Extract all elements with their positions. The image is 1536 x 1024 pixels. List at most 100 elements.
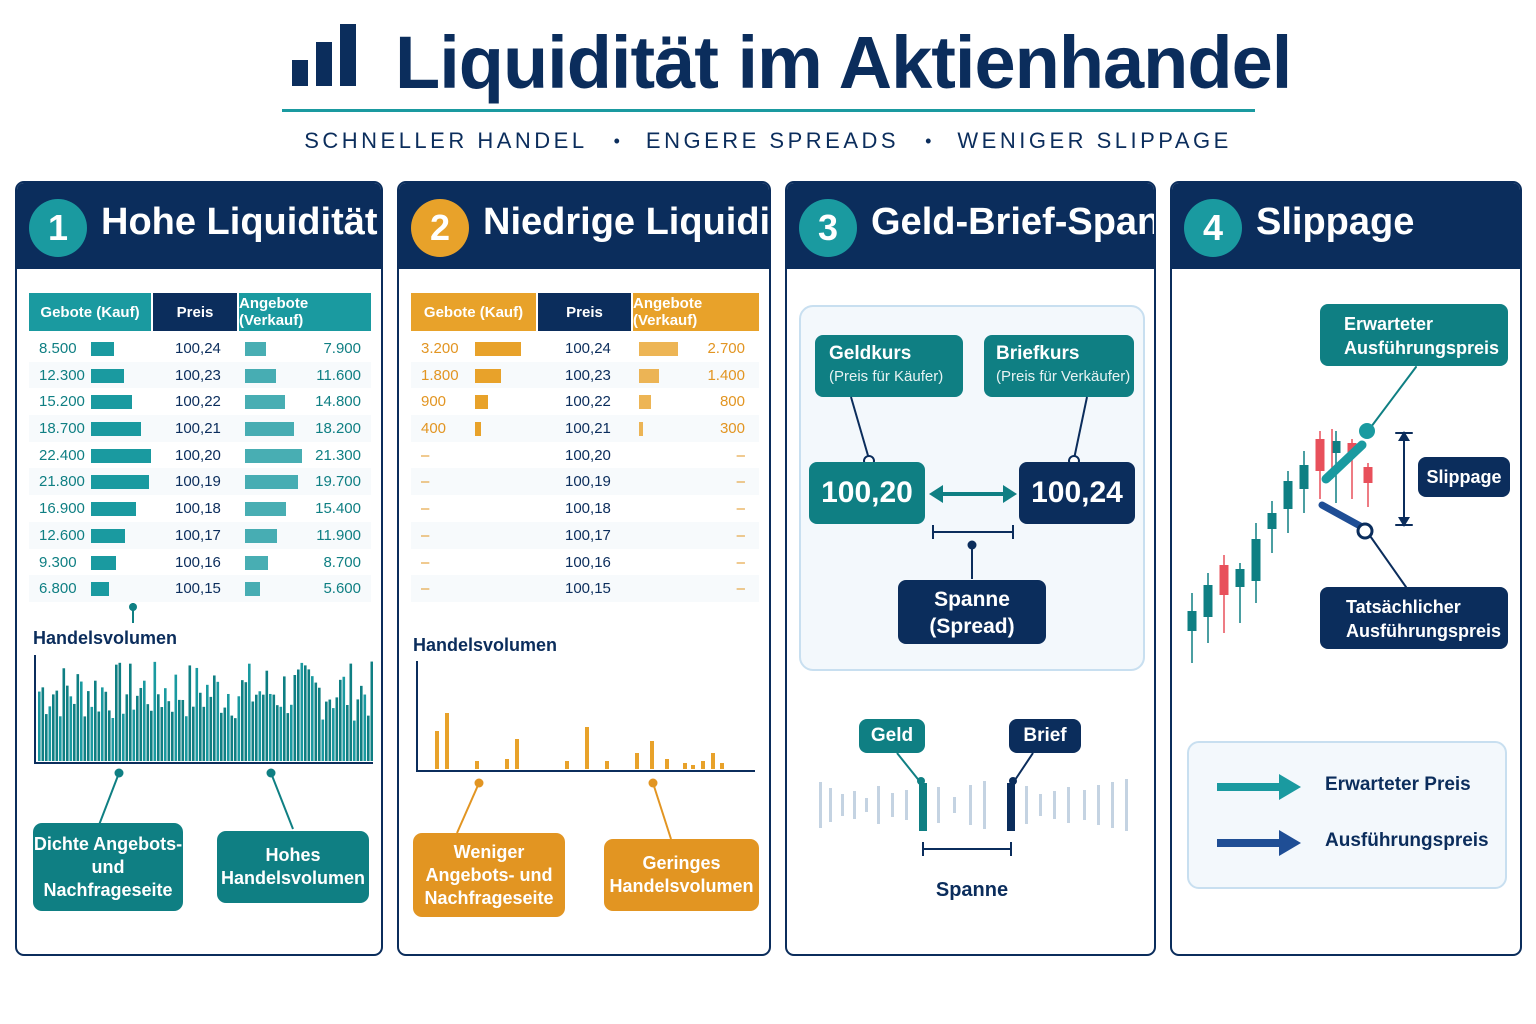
bid-tick	[919, 783, 927, 831]
legend-arrows	[1217, 774, 1301, 856]
callout-high-volume: Hohes Handelsvolumen	[217, 831, 369, 903]
volume-bar	[55, 690, 59, 761]
expected-price-arrow	[1321, 440, 1367, 484]
panel-title: Geld-Brief-Spanne	[871, 201, 1154, 243]
candle-body	[1331, 441, 1341, 453]
volume-bar	[90, 706, 94, 761]
ask-bar	[245, 448, 302, 463]
bid-volume: 12.300	[39, 366, 85, 384]
order-book-row: 3.200 100,24 2.700	[411, 335, 759, 362]
bid-bar	[475, 422, 481, 437]
volume-bar	[325, 701, 328, 761]
volume-bar	[220, 712, 223, 761]
bid-bar	[91, 475, 149, 490]
bid-volume: –	[421, 473, 430, 491]
ask-bar	[245, 342, 266, 356]
volume-bar	[94, 680, 97, 761]
volume-bar	[143, 680, 146, 761]
candle-body	[1299, 465, 1309, 489]
subtitle-item: SCHNELLER HANDEL	[304, 128, 588, 153]
volume-bar	[286, 713, 290, 761]
bid-volume: 16.900	[39, 500, 85, 518]
execution-price-arrow	[1318, 501, 1366, 531]
volume-bar	[370, 661, 373, 761]
volume-bar	[585, 727, 589, 769]
volume-bar	[206, 684, 209, 761]
panel-header: 3 Geld-Brief-Spanne	[787, 183, 1154, 269]
order-book-row: 900 100,22 800	[411, 388, 759, 415]
price-level: 100,16	[565, 553, 611, 571]
price-level: 100,18	[175, 500, 221, 518]
volume-bar	[565, 761, 569, 769]
order-book-row: 9.300 100,16 8.700	[29, 549, 371, 576]
ask-bar	[245, 528, 277, 543]
price-tick	[953, 797, 956, 813]
price-tick	[969, 785, 972, 825]
price-tick	[841, 794, 844, 816]
volume-bar	[283, 676, 286, 761]
volume-bar	[353, 720, 356, 761]
slippage-tag: Slippage	[1418, 457, 1510, 497]
volume-bar	[360, 685, 363, 761]
order-book-rows: 8.500 100,24 7.900 12.300 100,23 11.600 15.200…	[29, 335, 371, 602]
bid-bar	[91, 528, 125, 543]
volume-bar	[314, 682, 318, 761]
price-level: 100,15	[175, 580, 221, 598]
volume-bar	[111, 717, 115, 761]
volume-bar	[297, 669, 300, 761]
price-tick	[905, 790, 908, 820]
volume-bar	[269, 693, 272, 761]
candle-body	[1219, 565, 1229, 595]
volume-bar	[97, 711, 101, 761]
price-tick	[877, 786, 880, 824]
volume-bar	[272, 694, 276, 761]
price-level: 100,20	[175, 446, 221, 464]
spread-label-en: (Spread)	[929, 615, 1015, 638]
bid-volume: 22.400	[39, 446, 85, 464]
panel-title: Slippage	[1256, 201, 1415, 243]
bid-bar	[91, 582, 109, 597]
price-tick	[983, 781, 986, 829]
price-level: 100,19	[175, 473, 221, 491]
bid-bar	[91, 395, 132, 410]
volume-bar	[279, 706, 283, 761]
ask-volume: –	[736, 473, 745, 491]
volume-bar	[445, 713, 449, 769]
candlestick-chart	[1187, 366, 1417, 663]
ask-bar	[245, 368, 276, 383]
volume-chart-low	[416, 661, 755, 772]
callout-connectors	[129, 603, 137, 623]
column-header-asks: Angebote (Verkauf)	[239, 293, 371, 331]
volume-bar	[164, 688, 167, 761]
volume-bar	[139, 687, 143, 761]
order-book: Gebote (Kauf) Preis Angebote (Verkauf) 3…	[411, 293, 759, 602]
bid-volume: –	[421, 526, 430, 544]
volume-bar	[367, 715, 370, 761]
price-tick	[891, 793, 894, 817]
arrow-right-icon	[1279, 830, 1301, 856]
ask-volume: 15.400	[315, 500, 361, 518]
volume-bar	[41, 687, 45, 761]
title-underline	[282, 109, 1255, 112]
bid-volume: –	[421, 553, 430, 571]
ask-volume: 18.200	[315, 420, 361, 438]
header: Liquidität im Aktienhandel SCHNELLER HAN…	[0, 0, 1536, 170]
order-book-row: – 100,17 –	[411, 521, 759, 549]
callout-low-volume: Geringes Handelsvolumen	[604, 839, 759, 911]
price-level: 100,23	[565, 366, 611, 384]
volume-bar	[237, 696, 241, 761]
price-tick	[1067, 787, 1070, 823]
connector-line	[1012, 753, 1034, 784]
bid-volume: –	[421, 446, 430, 464]
bid-bar	[91, 448, 151, 463]
price-tick	[1125, 779, 1128, 831]
connector-line	[896, 753, 922, 784]
bid-volume: 8.500	[39, 340, 77, 357]
bid-bar	[91, 368, 124, 383]
price-level: 100,19	[565, 473, 611, 491]
connector-line	[1367, 532, 1407, 588]
arrow-down-icon	[1398, 517, 1410, 527]
volume-bar	[290, 704, 293, 761]
volume-bar	[265, 670, 269, 761]
candle-body	[1363, 467, 1373, 483]
